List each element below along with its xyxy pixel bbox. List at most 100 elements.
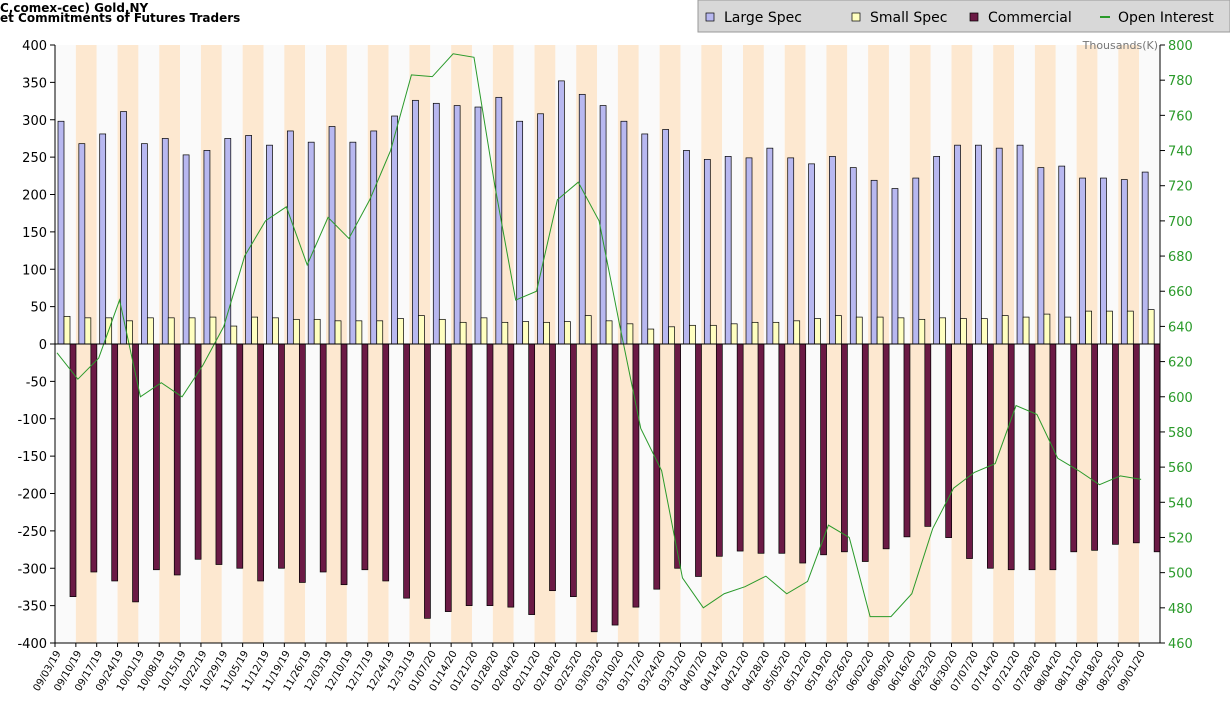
legend-swatch	[705, 12, 715, 22]
bar	[1070, 343, 1078, 553]
bar	[668, 326, 675, 345]
bar	[1058, 165, 1066, 345]
y2-tick-label: 460	[1168, 637, 1193, 652]
bar	[975, 144, 982, 345]
bar	[620, 120, 628, 345]
bar	[632, 343, 640, 608]
y2-tick-label: 700	[1168, 215, 1193, 230]
y2-tick-label: 760	[1168, 109, 1193, 124]
bar	[266, 144, 273, 345]
bar	[382, 343, 390, 582]
bar	[486, 343, 494, 606]
bar	[370, 130, 378, 345]
bar	[334, 320, 342, 345]
bar	[689, 324, 696, 345]
bar	[626, 323, 634, 345]
bar	[549, 343, 556, 592]
legend-swatch	[851, 12, 861, 22]
bar	[90, 343, 98, 573]
bar	[751, 321, 759, 345]
bar	[153, 343, 160, 571]
y-tick-label: -150	[17, 450, 47, 465]
legend-label: Open Interest	[1118, 10, 1214, 26]
bar	[412, 99, 419, 345]
bar	[918, 318, 926, 345]
y2-tick-label: 800	[1168, 39, 1193, 54]
bar	[709, 324, 717, 345]
bar	[1007, 343, 1015, 571]
bar	[799, 343, 807, 564]
bar	[453, 105, 461, 345]
bar	[835, 315, 842, 345]
bar	[328, 126, 336, 345]
bar	[715, 343, 723, 557]
bar	[882, 343, 890, 550]
bar	[292, 318, 300, 345]
bar	[605, 320, 613, 345]
bar	[611, 343, 619, 626]
bar	[69, 343, 77, 598]
bar	[564, 321, 571, 345]
bar	[1112, 343, 1119, 545]
bar	[203, 150, 211, 345]
bar	[188, 317, 196, 345]
bar	[1001, 315, 1009, 345]
bar	[647, 328, 655, 345]
bar	[1022, 316, 1030, 345]
bar	[501, 321, 509, 345]
bar	[1043, 313, 1051, 345]
bar	[236, 343, 244, 569]
bar	[474, 106, 482, 345]
bar	[418, 315, 425, 345]
bar	[829, 156, 836, 345]
bar	[480, 317, 488, 345]
y2-tick-label: 520	[1168, 531, 1193, 546]
bar	[251, 316, 258, 345]
bar	[778, 343, 786, 554]
y-tick-label: -300	[17, 562, 47, 577]
y2-tick-label: 680	[1168, 250, 1193, 265]
bar	[590, 343, 598, 633]
bar	[173, 343, 181, 576]
y2-tick-label: 740	[1168, 145, 1193, 160]
y2-tick-label: 600	[1168, 391, 1193, 406]
bar	[278, 343, 285, 569]
y2-tick-label: 620	[1168, 356, 1193, 371]
bar	[787, 157, 795, 345]
bar	[376, 320, 384, 345]
y-tick-label: -400	[17, 637, 47, 652]
bar	[570, 343, 577, 598]
bar	[403, 343, 410, 599]
bar	[391, 115, 398, 345]
y-tick-label: 350	[22, 76, 47, 91]
bar	[84, 317, 92, 345]
bar	[209, 316, 217, 345]
bar	[257, 343, 264, 582]
y-tick-label: -50	[26, 375, 47, 390]
bar	[960, 318, 967, 345]
bar	[432, 102, 440, 345]
bar	[340, 343, 348, 586]
bar	[695, 343, 702, 577]
bar	[558, 80, 565, 345]
bar	[736, 343, 744, 552]
bar	[215, 343, 223, 565]
bar	[641, 133, 649, 345]
bar	[945, 343, 953, 538]
bar	[1091, 343, 1098, 551]
y2-tick-label: 640	[1168, 320, 1193, 335]
bar	[161, 138, 169, 345]
bar	[1085, 310, 1092, 345]
bar	[766, 147, 774, 345]
y2-tick-label: 560	[1168, 461, 1193, 476]
bar	[966, 343, 973, 559]
bar	[57, 120, 65, 345]
legend-label: Small Spec	[870, 10, 947, 26]
bar	[522, 321, 530, 345]
bar	[307, 141, 315, 345]
bar	[182, 154, 190, 345]
bar	[516, 120, 524, 345]
bar	[745, 157, 753, 345]
bar	[855, 316, 863, 345]
